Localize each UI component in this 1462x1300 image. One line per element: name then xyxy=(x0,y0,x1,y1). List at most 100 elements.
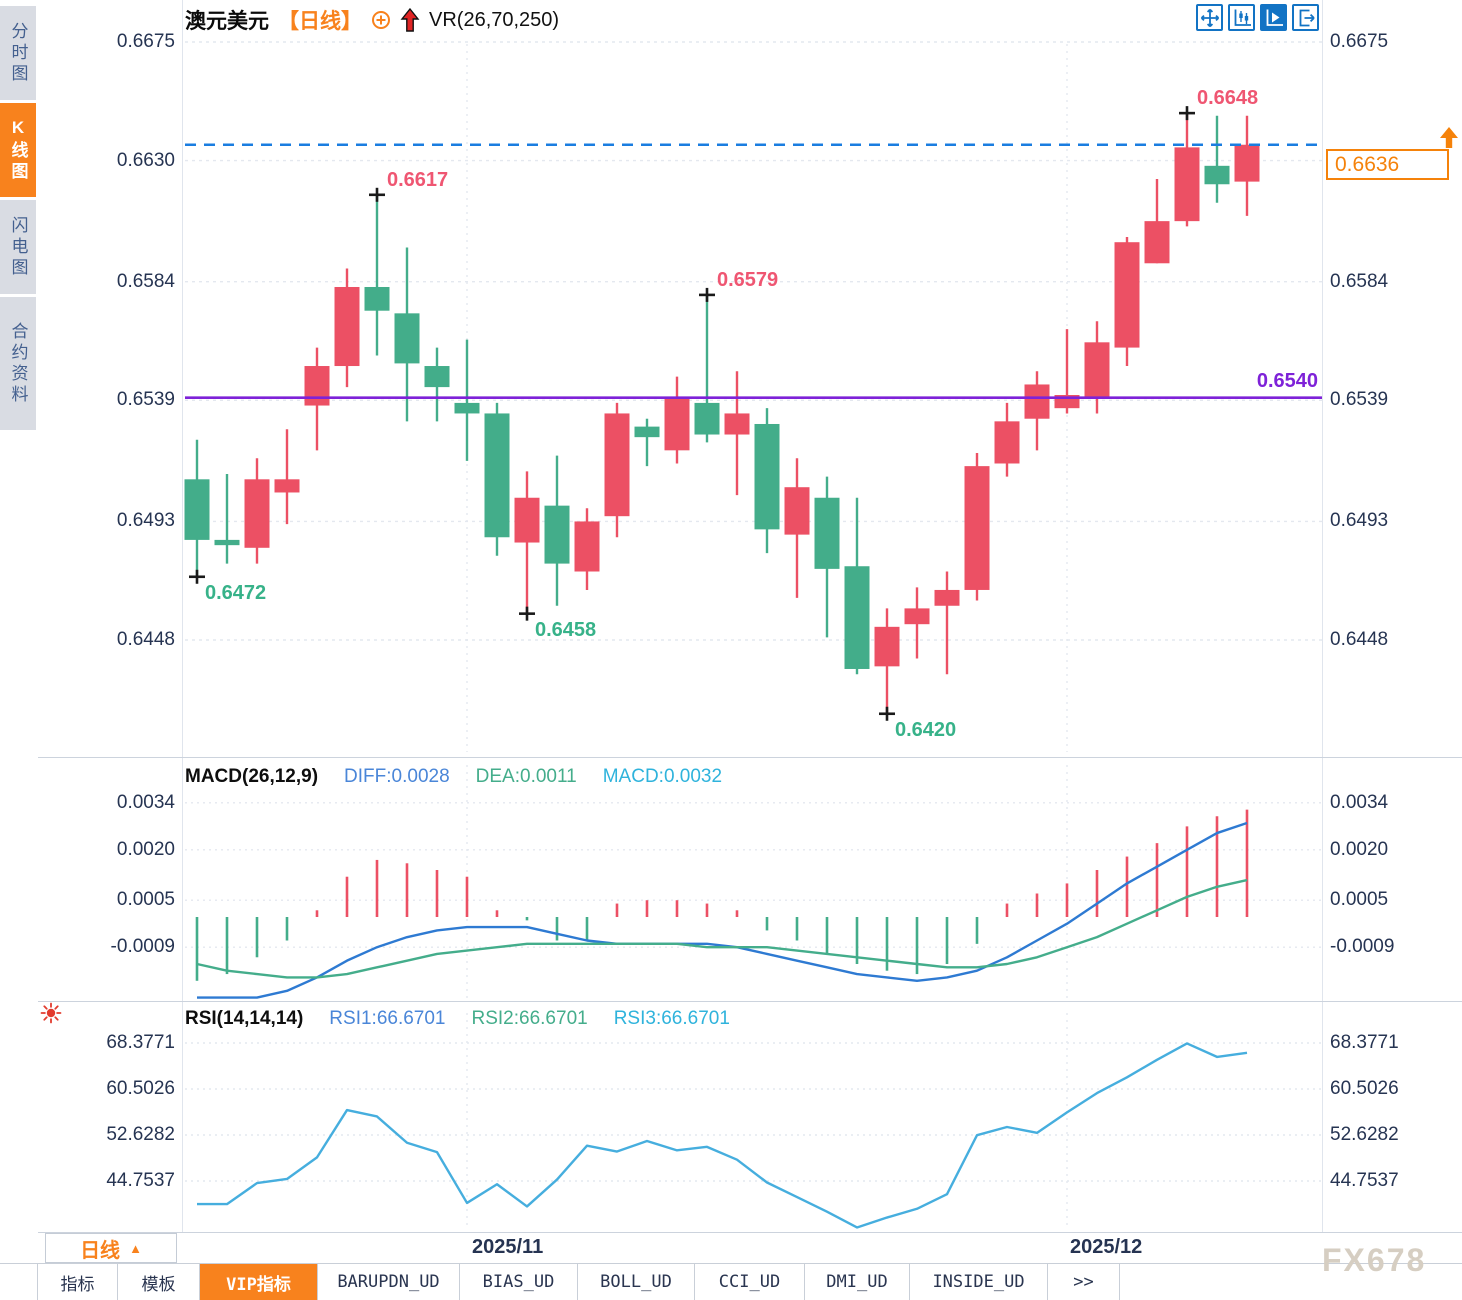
candle xyxy=(1144,178,1170,264)
chart-toolbar xyxy=(1196,4,1319,31)
rsi-axis-label: 52.6282 xyxy=(106,1124,175,1145)
candle xyxy=(544,455,570,606)
pan-crosshair-button[interactable] xyxy=(1196,4,1223,31)
tab-INSIDE_UD[interactable]: INSIDE_UD xyxy=(910,1264,1048,1300)
candle xyxy=(424,347,450,422)
tab-BARUPDN_UD[interactable]: BARUPDN_UD xyxy=(318,1264,460,1300)
rsi-axis-label: 60.5026 xyxy=(1330,1078,1399,1099)
tab-BIAS_UD[interactable]: BIAS_UD xyxy=(460,1264,578,1300)
candle xyxy=(1054,329,1080,414)
timeframe-up-triangle-icon: ▲ xyxy=(129,1240,142,1256)
candle xyxy=(574,508,600,590)
macd-axis-label: 0.0005 xyxy=(1330,889,1389,911)
candle xyxy=(694,294,720,443)
rsi-axis-label: 44.7537 xyxy=(1330,1170,1399,1191)
price-axis-label: 0.6630 xyxy=(116,149,175,171)
macd-diff-value: DIFF:0.0028 xyxy=(344,766,450,787)
exit-right-button[interactable] xyxy=(1292,4,1319,31)
panel-divider xyxy=(0,1232,1462,1233)
tab-模板[interactable]: 模板 xyxy=(118,1264,200,1300)
candle xyxy=(784,458,810,598)
tab-CCI_UD[interactable]: CCI_UD xyxy=(695,1264,805,1300)
pan-crosshair-icon xyxy=(1200,8,1219,27)
sidebar-item-kline-chart[interactable]: K线图 xyxy=(0,103,36,197)
current-price-box: 0.6636 xyxy=(1326,149,1449,180)
candle xyxy=(934,571,960,675)
macd-header: MACD(26,12,9) DIFF:0.0028 DEA:0.0011 MAC… xyxy=(185,766,722,788)
extreme-cross-marker xyxy=(189,569,205,584)
macd-macd-value: MACD:0.0032 xyxy=(602,766,723,787)
date-axis-label: 2025/12 xyxy=(1070,1236,1143,1258)
price-axis-label: 0.6493 xyxy=(116,510,175,532)
tab->>[interactable]: >> xyxy=(1048,1264,1120,1300)
tabbar-corner xyxy=(0,1264,38,1300)
rsi2-value: RSI2:66.6701 xyxy=(471,1008,588,1029)
candle xyxy=(484,402,510,556)
chart-title-row: 澳元美元 【日线】 VR(26,70,250) xyxy=(185,5,559,35)
candle xyxy=(304,347,330,451)
plot-right-border xyxy=(1322,0,1323,1232)
candle xyxy=(184,439,210,577)
sidebar: 分时图 K线图 闪电图 合约资料 xyxy=(0,0,38,1262)
macd-axis-label: 0.0034 xyxy=(116,791,175,813)
price-axis-label: 0.6584 xyxy=(1330,270,1389,292)
rsi1-value: RSI1:66.6701 xyxy=(329,1008,446,1029)
candle xyxy=(334,268,360,388)
axis-candle-icon xyxy=(1234,9,1251,26)
price-axis-label: 0.6448 xyxy=(116,629,175,650)
tab-指标[interactable]: 指标 xyxy=(38,1264,118,1300)
rsi-header: RSI(14,14,14) RSI1:66.6701 RSI2:66.6701 … xyxy=(185,1008,730,1030)
macd-dea-line xyxy=(196,878,1248,979)
timeframe-button[interactable]: 日线 ▲ xyxy=(45,1233,177,1263)
panel-divider xyxy=(0,757,1462,758)
axis-candle-button[interactable] xyxy=(1228,4,1255,31)
low-annotation: 0.6472 xyxy=(205,581,267,604)
panel-divider xyxy=(0,1001,1462,1002)
candle xyxy=(754,408,780,554)
sidebar-item-lightning-chart[interactable]: 闪电图 xyxy=(0,200,36,294)
candle xyxy=(664,376,690,464)
high-annotation: 0.6617 xyxy=(387,168,449,191)
price-axis-label: 0.6584 xyxy=(116,270,175,292)
price-axis-label: 0.6675 xyxy=(1330,31,1389,52)
price-axis-label: 0.6539 xyxy=(1330,389,1389,411)
price-axis-label: 0.6675 xyxy=(116,31,175,52)
macd-title: MACD(26,12,9) xyxy=(185,766,319,787)
macd-axis-label: 0.0034 xyxy=(1330,791,1389,813)
macd-axis-label: -0.0009 xyxy=(1330,936,1395,958)
macd-axis-label: 0.0020 xyxy=(1330,838,1389,860)
rsi-axis-label: 44.7537 xyxy=(106,1170,175,1191)
indicator-label: VR(26,70,250) xyxy=(429,8,560,31)
sidebar-item-timeline-chart[interactable]: 分时图 xyxy=(0,6,36,100)
candle xyxy=(724,371,750,496)
candle xyxy=(904,587,930,659)
macd-axis-label: 0.0005 xyxy=(116,889,175,911)
candle xyxy=(244,458,270,564)
watermark: FX678 xyxy=(1322,1242,1427,1278)
rsi-axis-label: 60.5026 xyxy=(106,1078,175,1099)
extreme-cross-marker xyxy=(1179,106,1195,121)
circled-plus-icon[interactable] xyxy=(371,10,391,30)
macd-axis-label: -0.0009 xyxy=(110,936,175,958)
candle xyxy=(964,452,990,601)
price-axis-label: 0.6493 xyxy=(1330,510,1389,532)
hot-sun-icon xyxy=(40,1002,62,1029)
candle xyxy=(1114,236,1140,367)
candle xyxy=(604,402,630,538)
price-axis-label: 0.6539 xyxy=(116,389,175,411)
date-axis-label: 2025/11 xyxy=(472,1236,544,1258)
candle xyxy=(454,339,480,461)
axis-play-button[interactable] xyxy=(1260,4,1287,31)
tab-VIP指标[interactable]: VIP指标 xyxy=(200,1264,318,1300)
macd-axis-label: 0.0020 xyxy=(116,838,175,860)
axis-play-icon xyxy=(1266,9,1283,26)
tab-BOLL_UD[interactable]: BOLL_UD xyxy=(578,1264,695,1300)
rsi3-value: RSI3:66.6701 xyxy=(613,1008,730,1029)
candle xyxy=(1024,371,1050,451)
sidebar-item-contract-info[interactable]: 合约资料 xyxy=(0,297,36,430)
rsi-axis-label: 68.3771 xyxy=(1330,1032,1399,1053)
candle xyxy=(814,476,840,638)
tab-DMI_UD[interactable]: DMI_UD xyxy=(805,1264,910,1300)
period-label: 【日线】 xyxy=(278,10,362,33)
